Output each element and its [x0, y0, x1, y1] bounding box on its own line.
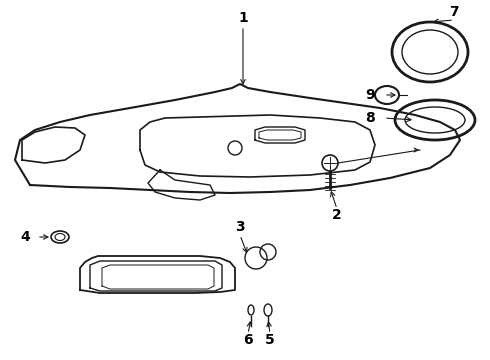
- Text: 2: 2: [332, 208, 342, 222]
- Text: 5: 5: [265, 333, 275, 347]
- Text: 8: 8: [365, 111, 375, 125]
- Text: 9: 9: [365, 88, 375, 102]
- Text: 7: 7: [449, 5, 459, 19]
- Text: 3: 3: [235, 220, 245, 234]
- Text: 4: 4: [20, 230, 30, 244]
- Text: 1: 1: [238, 11, 248, 25]
- Text: 6: 6: [243, 333, 253, 347]
